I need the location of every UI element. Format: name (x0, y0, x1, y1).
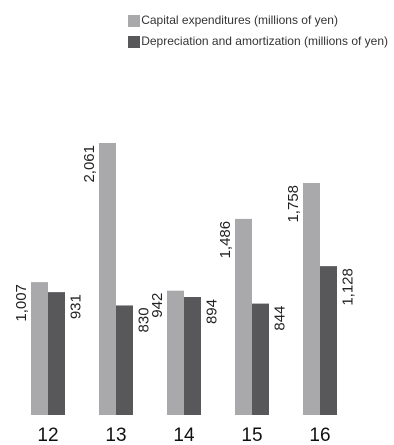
data-label-depreciation-16: 1,128 (339, 268, 356, 306)
x-tick-label-15: 15 (241, 425, 262, 445)
x-tick-label-16: 16 (309, 425, 330, 445)
bar-depreciation-14 (184, 297, 201, 415)
bar-depreciation-13 (116, 305, 133, 415)
data-label-depreciation-13: 830 (135, 307, 152, 332)
bar-capex-16 (303, 182, 320, 415)
data-label-capex-12: 1,007 (13, 284, 30, 322)
data-label-depreciation-12: 931 (67, 294, 84, 319)
legend-swatch-depreciation (128, 35, 141, 48)
data-label-depreciation-15: 844 (271, 306, 288, 331)
bar-capex-12 (31, 282, 48, 415)
data-label-capex-15: 1,486 (217, 221, 234, 259)
bar-depreciation-12 (48, 292, 65, 415)
data-label-capex-16: 1,758 (285, 185, 302, 223)
legend-item-depreciation: Depreciation and amortization (millions … (128, 31, 388, 52)
data-label-capex-13: 2,061 (81, 145, 98, 183)
bar-depreciation-16 (320, 266, 337, 415)
x-tick-label-13: 13 (105, 425, 126, 445)
legend-swatch-capex (128, 14, 141, 27)
x-tick-label-12: 12 (37, 425, 58, 445)
bar-capex-15 (235, 218, 252, 415)
x-tick-label-14: 14 (173, 425, 195, 445)
legend-label-depreciation: Depreciation and amortization (millions … (141, 34, 388, 48)
legend-item-capex: Capital expenditures (millions of yen) (128, 10, 388, 31)
bar-capex-13 (99, 143, 116, 415)
data-label-depreciation-14: 894 (203, 299, 220, 324)
bar-depreciation-15 (252, 303, 269, 415)
data-label-capex-14: 942 (149, 293, 166, 318)
bar-capex-14 (167, 290, 184, 415)
legend-label-capex: Capital expenditures (millions of yen) (141, 13, 338, 27)
legend: Capital expenditures (millions of yen) D… (128, 10, 388, 52)
